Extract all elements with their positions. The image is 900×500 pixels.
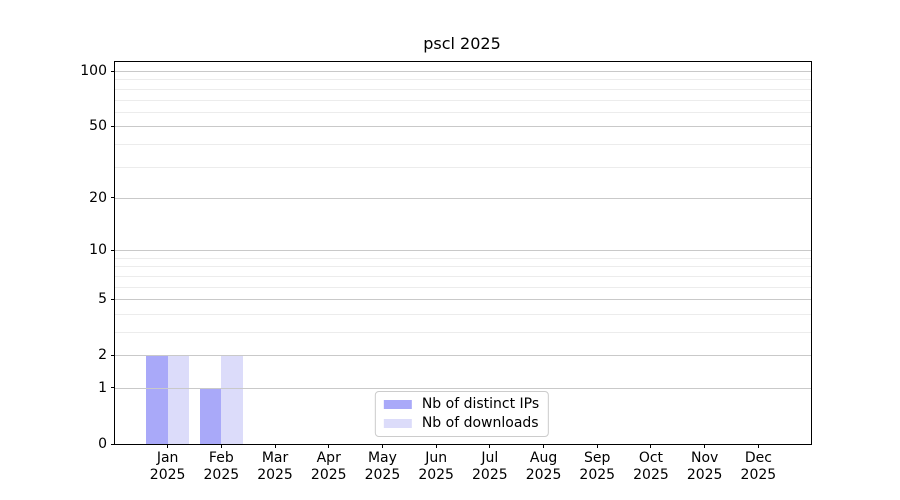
gridline-major <box>115 197 811 199</box>
y-tick-label: 100 <box>80 63 107 80</box>
x-tick <box>757 444 759 448</box>
y-tick-label: 20 <box>89 189 107 206</box>
legend-label: Nb of downloads <box>421 415 539 431</box>
x-tick <box>274 444 276 448</box>
x-tick <box>596 444 598 448</box>
x-tick-label: Apr 2025 <box>310 450 347 483</box>
y-tick-label: 0 <box>98 436 107 452</box>
x-tick-label: May 2025 <box>364 450 401 483</box>
y-tick <box>111 298 115 300</box>
gridline-major <box>115 299 811 301</box>
gridline-major <box>115 250 811 252</box>
plot-area: 0 1 2 5 10 20 50 100 Jan 2025 Feb 2025 Mar 2025 Apr 202… <box>80 61 812 483</box>
bar-downloads <box>167 355 190 444</box>
x-tick-label: Jun 2025 <box>418 450 454 483</box>
gridline-minor <box>115 166 811 168</box>
gridline-major <box>115 71 811 73</box>
y-tick <box>111 197 115 199</box>
x-tick <box>543 444 545 448</box>
x-tick-label: Dec 2025 <box>740 450 777 483</box>
legend-label: Nb of distinct IPs <box>421 396 540 412</box>
y-tick-label: 50 <box>89 118 107 135</box>
gridline-major <box>115 387 811 389</box>
x-tick-label: Nov 2025 <box>686 450 723 483</box>
y-tick <box>111 443 115 445</box>
x-tick-label: Aug 2025 <box>525 450 562 483</box>
gridline-minor <box>115 79 811 81</box>
legend-swatch <box>383 419 412 428</box>
x-tick-label: Sep 2025 <box>579 450 616 483</box>
gridline-minor <box>115 143 811 145</box>
gridline-minor <box>115 88 811 90</box>
x-tick-label: Feb 2025 <box>203 450 240 483</box>
y-tick-label: 2 <box>98 347 107 364</box>
y-tick-label: 5 <box>98 291 107 308</box>
chart-title: pscl 2025 <box>423 34 501 53</box>
gridline-minor <box>115 266 811 268</box>
gridline-minor <box>115 99 811 101</box>
x-tick-label: Mar 2025 <box>257 450 293 483</box>
y-tick <box>111 125 115 127</box>
gridline-minor <box>115 331 811 333</box>
y-tick <box>111 354 115 356</box>
bar-distinct-ips <box>199 387 222 444</box>
x-tick <box>489 444 491 448</box>
x-tick <box>435 444 437 448</box>
x-tick <box>381 444 383 448</box>
legend-swatch <box>383 400 412 409</box>
y-tick <box>111 70 115 72</box>
legend-item: Nb of downloads <box>383 415 539 431</box>
y-tick-label: 10 <box>89 242 107 259</box>
legend-item: Nb of distinct IPs <box>383 396 540 412</box>
x-tick <box>704 444 706 448</box>
gridline-minor <box>115 313 811 315</box>
y-tick <box>111 249 115 251</box>
x-tick-label: Jan 2025 <box>149 450 186 483</box>
bar-downloads <box>221 355 243 444</box>
legend: Nb of distinct IPs Nb of downloads <box>374 391 550 437</box>
gridline-major <box>115 355 811 357</box>
gridline-minor <box>115 111 811 113</box>
gridline-major <box>115 126 811 128</box>
y-tick <box>111 387 115 389</box>
x-tick <box>328 444 330 448</box>
y-tick-label: 1 <box>98 379 107 396</box>
bar-distinct-ips <box>146 355 168 444</box>
x-tick <box>220 444 222 448</box>
x-tick-label: Oct 2025 <box>633 450 669 483</box>
gridline-minor <box>115 286 811 288</box>
x-tick-label: Jul 2025 <box>472 450 508 483</box>
x-tick <box>167 444 169 448</box>
x-tick <box>650 444 652 448</box>
gridline-minor <box>115 257 811 259</box>
gridline-minor <box>115 275 811 277</box>
